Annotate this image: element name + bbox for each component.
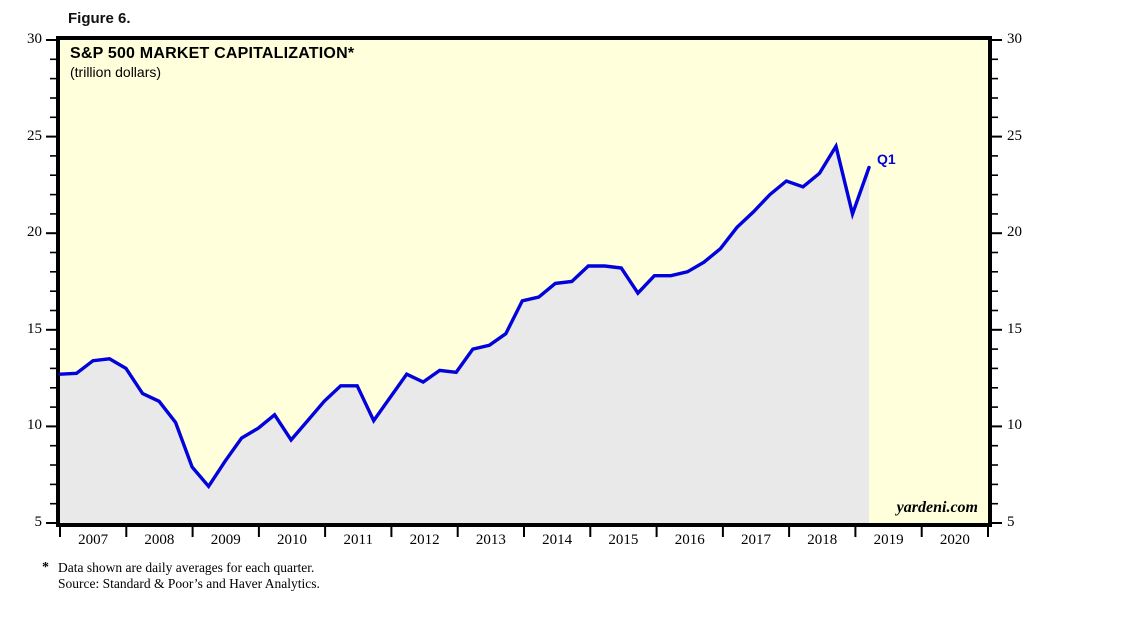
y-axis-label-right: 15 bbox=[1007, 320, 1022, 337]
y-axis-label-right: 5 bbox=[1007, 514, 1015, 530]
x-axis-year-label: 2009 bbox=[210, 532, 241, 548]
y-axis-label-left: 15 bbox=[27, 320, 42, 337]
x-axis-year-label: 2011 bbox=[343, 532, 373, 548]
x-axis-year-label: 2018 bbox=[807, 532, 838, 548]
area-fill bbox=[60, 146, 869, 524]
x-axis-year-label: 2007 bbox=[78, 532, 109, 548]
x-axis-year-label: 2014 bbox=[542, 532, 573, 548]
y-axis-label-left: 10 bbox=[27, 417, 42, 434]
data-line bbox=[58, 141, 871, 490]
footnote-line2: Source: Standard & Poor’s and Haver Anal… bbox=[58, 575, 320, 591]
y-axis-label-right: 30 bbox=[1007, 31, 1022, 47]
x-axis-year-label: 2017 bbox=[741, 532, 771, 548]
x-axis-year-label: 2016 bbox=[674, 532, 705, 548]
x-axis-year-label: 2015 bbox=[608, 532, 639, 548]
y-axis-label-right: 20 bbox=[1007, 224, 1022, 241]
y-axis-label-right: 25 bbox=[1007, 127, 1022, 144]
x-axis-year-label: 2012 bbox=[409, 532, 440, 548]
watermark-yardeni: yardeni.com bbox=[896, 499, 978, 516]
y-axis-label-left: 25 bbox=[27, 127, 42, 144]
y-axis-label-right: 10 bbox=[1007, 417, 1022, 434]
x-axis-year-label: 2019 bbox=[873, 532, 904, 548]
y-axis-label-left: 20 bbox=[27, 224, 42, 241]
footnote-line1: Data shown are daily averages for each q… bbox=[58, 560, 315, 575]
x-axis-year-label: 2010 bbox=[277, 532, 307, 548]
x-axis-year-label: 2013 bbox=[475, 532, 506, 548]
chart-subtitle: (trillion dollars) bbox=[70, 64, 162, 80]
y-axis-label-left: 30 bbox=[27, 31, 42, 47]
x-axis-year-label: 2008 bbox=[144, 532, 175, 548]
last-point-annotation: Q1 bbox=[877, 151, 896, 167]
y-axis-label-left: 5 bbox=[34, 514, 43, 530]
x-axis-year-label: 2020 bbox=[939, 532, 970, 548]
chart-title: S&P 500 MARKET CAPITALIZATION* bbox=[70, 45, 355, 62]
footnote-asterisk: * bbox=[42, 560, 49, 575]
footnote: * Data shown are daily averages for each… bbox=[42, 560, 320, 591]
figure-label: Figure 6. bbox=[68, 10, 131, 27]
